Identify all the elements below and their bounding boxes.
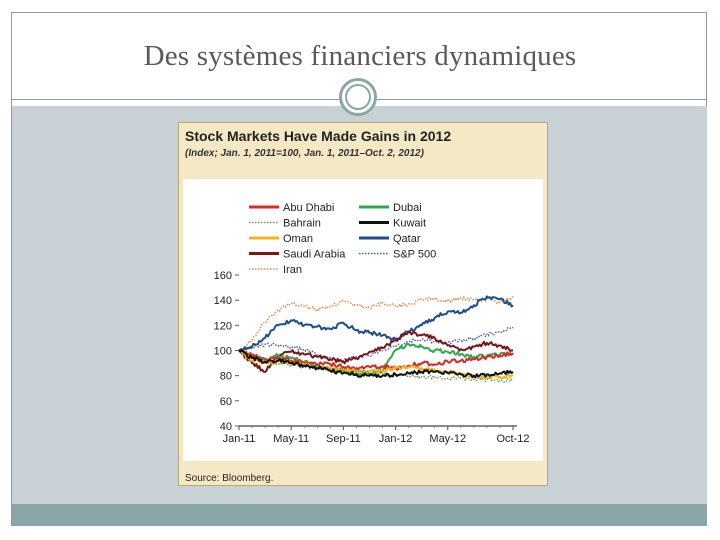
legend-label-dubai: Dubai bbox=[393, 202, 422, 214]
y-tick-label-1: 60 bbox=[220, 396, 232, 408]
x-tick-label-5: Oct-12 bbox=[496, 433, 529, 445]
legend-label-oman: Oman bbox=[283, 233, 313, 245]
chart-title: Stock Markets Have Made Gains in 2012 bbox=[185, 128, 451, 144]
x-tick-label-1: May-11 bbox=[273, 433, 309, 445]
legend-label-qatar: Qatar bbox=[393, 233, 421, 245]
legend-label-abu-dhabi: Abu Dhabi bbox=[283, 202, 334, 214]
chart-subtitle: (Index; Jan. 1, 2011=100, Jan. 1, 2011–O… bbox=[185, 148, 425, 159]
y-tick-label-6: 160 bbox=[214, 270, 232, 282]
series-line-qatar bbox=[238, 295, 514, 352]
x-tick-label-2: Sep-11 bbox=[326, 433, 361, 445]
series-line-abu-dhabi bbox=[238, 349, 514, 371]
y-tick-label-2: 80 bbox=[220, 371, 232, 383]
series-line-kuwait bbox=[238, 349, 514, 379]
legend-label-s-p-500: S&P 500 bbox=[393, 249, 436, 261]
y-tick-label-5: 140 bbox=[214, 295, 232, 307]
y-tick-label-4: 120 bbox=[214, 320, 232, 332]
y-tick-label-3: 100 bbox=[214, 346, 232, 358]
legend-label-iran: Iran bbox=[283, 264, 302, 276]
chart-source: Source: Bloomberg. bbox=[185, 473, 273, 484]
circle-ornament-icon bbox=[339, 78, 377, 116]
y-tick-label-0: 40 bbox=[220, 421, 232, 433]
series-lines bbox=[238, 295, 514, 384]
chart-svg: Stock Markets Have Made Gains in 2012 (I… bbox=[183, 128, 543, 484]
legend-label-bahrain: Bahrain bbox=[283, 218, 321, 230]
x-tick-label-0: Jan-11 bbox=[223, 433, 256, 445]
x-tick-label-3: Jan-12 bbox=[379, 433, 413, 445]
plot-panel bbox=[183, 179, 543, 461]
y-axis: 40 60 80 100 120 140 160 bbox=[214, 270, 239, 433]
x-tick-label-4: May-12 bbox=[429, 433, 466, 445]
series-line-saudi-arabia bbox=[238, 330, 514, 373]
legend-label-kuwait: Kuwait bbox=[393, 218, 426, 230]
legend-label-saudi-arabia: Saudi Arabia bbox=[283, 249, 346, 261]
bottom-bar bbox=[12, 504, 707, 526]
slide-title: Des systèmes financiers dynamiques bbox=[143, 40, 577, 72]
series-line-iran bbox=[238, 296, 514, 351]
chart-box: Stock Markets Have Made Gains in 2012 (I… bbox=[178, 122, 548, 486]
x-axis: Jan-11 May-11 Sep-11 Jan-12 May-12 Oct-12 bbox=[223, 425, 530, 445]
legend: Abu Dhabi Dubai Bahrain Kuwait Oman Qatar Saud… bbox=[249, 202, 436, 276]
